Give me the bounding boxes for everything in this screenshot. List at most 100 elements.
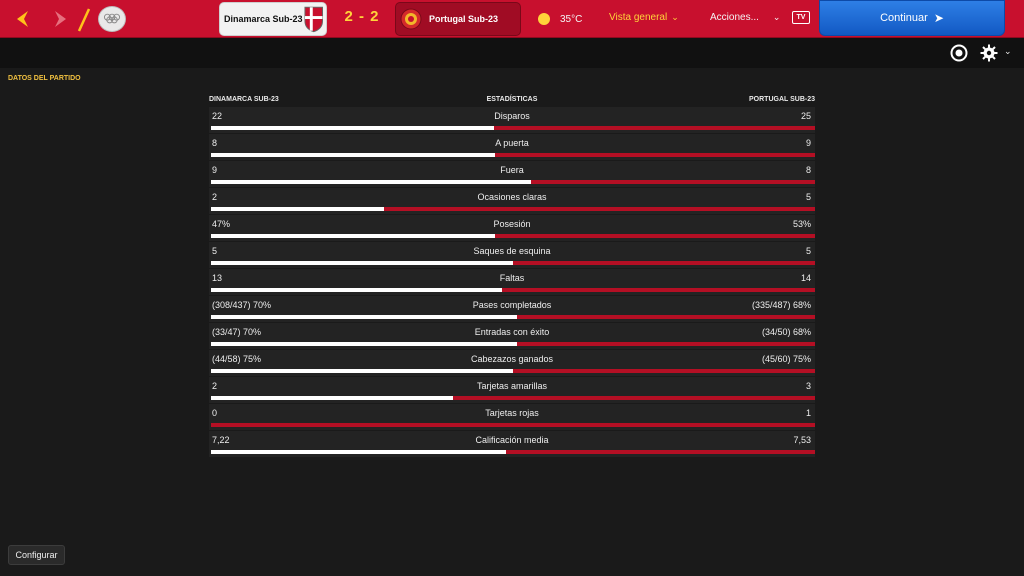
stat-row: Tarjetas amarillas 2 3 xyxy=(209,377,815,404)
configure-button[interactable]: Configurar xyxy=(8,545,65,565)
stat-home-bar xyxy=(211,153,496,157)
stat-comparison-bar xyxy=(211,396,815,400)
stat-home-bar xyxy=(211,234,495,238)
stat-comparison-bar xyxy=(211,234,815,238)
stat-comparison-bar xyxy=(211,342,815,346)
stat-label: Faltas xyxy=(499,273,525,283)
stat-home-bar xyxy=(211,396,453,400)
stat-home-bar xyxy=(211,315,518,319)
away-column-title: PORTUGAL SUB-23 xyxy=(749,96,815,103)
stat-home-value: 0 xyxy=(212,408,218,418)
weather-info: 35°C xyxy=(536,10,582,28)
stat-away-value: 25 xyxy=(800,111,811,121)
top-bar: Dinamarca Sub-23 2 - 2 Portugal Sub-23 3… xyxy=(0,0,1024,38)
stat-home-value: 8 xyxy=(212,138,218,148)
stat-label: Tarjetas rojas xyxy=(485,408,539,418)
stat-row: Entradas con éxito (33/47) 70% (34/50) 68% xyxy=(209,323,815,350)
stats-column-title: ESTADÍSTICAS xyxy=(486,96,538,103)
competition-logo-icon[interactable] xyxy=(98,6,126,32)
stat-home-value: 5 xyxy=(212,246,218,256)
stat-home-value: 9 xyxy=(212,165,218,175)
back-arrow-icon[interactable] xyxy=(12,8,34,30)
stat-home-value: (44/58) 75% xyxy=(212,354,262,364)
temperature: 35°C xyxy=(560,13,583,25)
stat-label: Posesión xyxy=(493,219,531,229)
stat-comparison-bar xyxy=(211,261,815,265)
stat-away-value: 5 xyxy=(805,246,811,256)
stat-away-value: 14 xyxy=(800,273,811,283)
stat-comparison-bar xyxy=(211,288,815,292)
stat-label: Entradas con éxito xyxy=(474,327,550,337)
stat-home-bar xyxy=(211,207,384,211)
stat-away-value: 7,53 xyxy=(793,435,811,445)
stat-label: Saques de esquina xyxy=(473,246,551,256)
tv-icon[interactable]: TV xyxy=(792,11,810,24)
stats-header: ESTADÍSTICAS DINAMARCA SUB-23 PORTUGAL S… xyxy=(209,96,815,106)
stat-row: Fuera 9 8 xyxy=(209,161,815,188)
stat-row: Posesión 47% 53% xyxy=(209,215,815,242)
stat-home-value: 47% xyxy=(212,219,231,229)
stat-away-value: (335/487) 68% xyxy=(751,300,811,310)
configure-label: Configurar xyxy=(15,550,58,560)
stat-home-value: (308/437) 70% xyxy=(212,300,272,310)
stat-label: Pases completados xyxy=(472,300,552,310)
stat-away-value: 9 xyxy=(805,138,811,148)
stat-row: Pases completados (308/437) 70% (335/487) … xyxy=(209,296,815,323)
home-team-name: Dinamarca Sub-23 xyxy=(224,14,303,24)
stat-label: Disparos xyxy=(494,111,530,121)
stat-comparison-bar xyxy=(211,180,815,184)
stat-row: Tarjetas rojas 0 1 xyxy=(209,404,815,431)
stat-comparison-bar xyxy=(211,153,815,157)
denmark-crest-icon xyxy=(303,6,323,33)
chevron-down-icon: ⌄ xyxy=(671,12,679,22)
stat-label: A puerta xyxy=(495,138,529,148)
chevron-down-icon[interactable]: ⌄ xyxy=(1004,46,1012,56)
stat-away-value: (45/60) 75% xyxy=(761,354,811,364)
stat-row: Calificación media 7,22 7,53 xyxy=(209,431,815,458)
stat-row: A puerta 8 9 xyxy=(209,134,815,161)
match-score: 2 - 2 xyxy=(344,8,380,25)
stat-home-bar xyxy=(211,180,531,184)
stat-away-value: 1 xyxy=(805,408,811,418)
divider-slash-icon xyxy=(77,8,91,32)
stat-home-bar xyxy=(211,288,502,292)
view-menu-label: Vista general xyxy=(609,12,668,23)
stat-row: Disparos 22 25 xyxy=(209,107,815,134)
stat-comparison-bar xyxy=(211,207,815,211)
continue-label: Continuar xyxy=(880,12,928,24)
stat-home-value: 13 xyxy=(212,273,223,283)
forward-arrow-icon[interactable] xyxy=(49,8,71,30)
stats-table: Disparos 22 25 A puerta 8 9 Fuera 9 8 Ocasiones c… xyxy=(209,107,815,458)
home-column-title: DINAMARCA SUB-23 xyxy=(209,96,279,103)
stat-row: Faltas 13 14 xyxy=(209,269,815,296)
stat-label: Tarjetas amarillas xyxy=(476,381,548,391)
stat-home-value: 2 xyxy=(212,192,218,202)
stat-home-bar xyxy=(211,342,518,346)
away-team-button[interactable]: Portugal Sub-23 xyxy=(395,2,521,36)
section-title: DATOS DEL PARTIDO xyxy=(8,75,81,82)
stat-away-value: 8 xyxy=(805,165,811,175)
continue-button[interactable]: Continuar ➤ xyxy=(819,0,1005,36)
stat-comparison-bar xyxy=(211,423,815,427)
stat-away-value: 53% xyxy=(792,219,811,229)
stat-home-bar xyxy=(211,261,513,265)
sun-icon xyxy=(538,13,550,25)
stat-comparison-bar xyxy=(211,315,815,319)
view-menu[interactable]: Vista general ⌄ xyxy=(609,12,679,23)
gear-icon[interactable] xyxy=(980,44,998,62)
stat-home-value: 22 xyxy=(212,111,223,121)
stat-home-value: (33/47) 70% xyxy=(212,327,262,337)
stat-away-value: 3 xyxy=(805,381,811,391)
stat-away-value: 5 xyxy=(805,192,811,202)
away-team-name: Portugal Sub-23 xyxy=(429,14,499,24)
record-icon[interactable] xyxy=(950,44,968,62)
actions-menu[interactable]: Acciones... ⌄ xyxy=(710,12,780,23)
stat-home-value: 7,22 xyxy=(212,435,230,445)
stat-comparison-bar xyxy=(211,126,815,130)
home-team-button[interactable]: Dinamarca Sub-23 xyxy=(219,2,327,36)
stat-row: Ocasiones claras 2 5 xyxy=(209,188,815,215)
stat-comparison-bar xyxy=(211,450,815,454)
stat-home-bar xyxy=(211,450,507,454)
stat-row: Cabezazos ganados (44/58) 75% (45/60) 75% xyxy=(209,350,815,377)
stat-label: Ocasiones claras xyxy=(477,192,547,202)
